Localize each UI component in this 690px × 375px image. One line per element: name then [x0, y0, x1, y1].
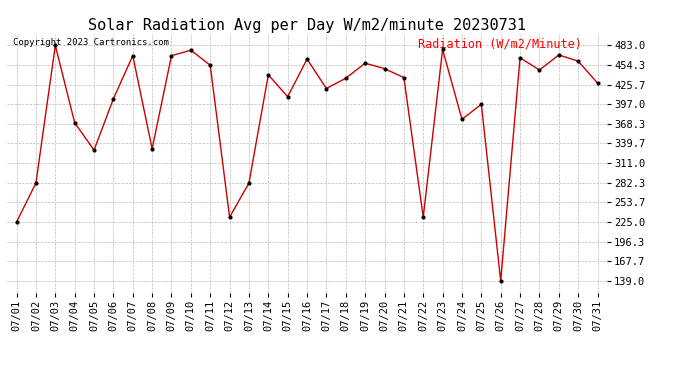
Text: Copyright 2023 Cartronics.com: Copyright 2023 Cartronics.com: [13, 38, 169, 46]
Text: Radiation (W/m2/Minute): Radiation (W/m2/Minute): [418, 38, 582, 51]
Title: Solar Radiation Avg per Day W/m2/minute 20230731: Solar Radiation Avg per Day W/m2/minute …: [88, 18, 526, 33]
